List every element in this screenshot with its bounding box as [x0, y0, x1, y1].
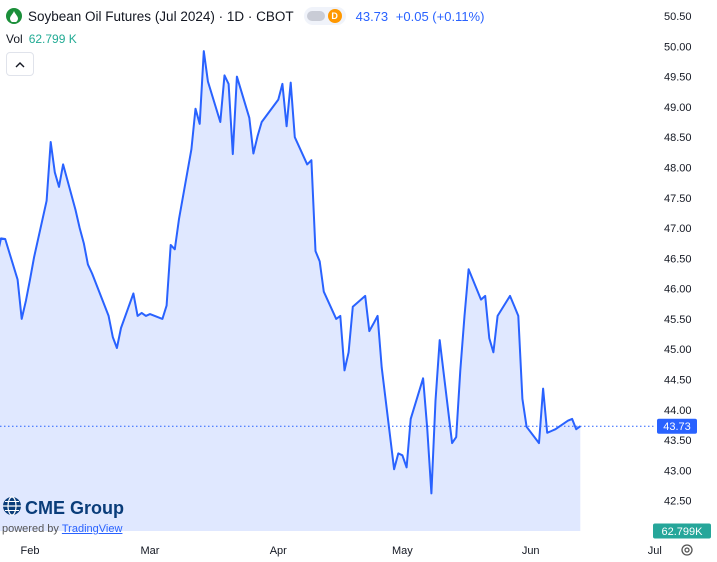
x-tick-label: May: [392, 545, 413, 557]
price-area: [0, 51, 581, 531]
x-tick-label: Feb: [21, 545, 40, 557]
soybean-oil-drop-icon: [6, 8, 22, 24]
cme-brand: CME Group: [25, 498, 124, 518]
y-tick-label: 47.50: [664, 193, 692, 205]
y-tick-label: 44.00: [664, 405, 692, 417]
x-tick-label: Apr: [270, 545, 287, 557]
x-axis: Feb Mar Apr May Jun Jul: [21, 545, 662, 557]
last-price-quote: 43.73 +0.05 (+0.11%): [356, 9, 485, 24]
y-tick-label: 49.50: [664, 72, 692, 84]
y-tick-label: 46.50: [664, 253, 692, 265]
market-status-indicator: [306, 11, 325, 21]
x-tick-label: Mar: [141, 545, 160, 557]
powered-by-label: powered by: [2, 523, 59, 535]
y-tick-label: 49.00: [664, 102, 692, 114]
last-price-label-text: 43.73: [663, 421, 691, 433]
x-tick-label: Jul: [648, 545, 662, 557]
last-price-value: 43.73: [355, 8, 389, 24]
y-tick-label: 43.00: [664, 465, 692, 477]
y-tick-label: 48.50: [664, 132, 692, 144]
last-price-label: 43.73: [657, 418, 697, 434]
last-price-label-bg: [657, 418, 697, 434]
y-tick-label: 47.00: [664, 223, 692, 235]
volume-legend-value: 62.799 K: [28, 32, 77, 46]
tradingview-link[interactable]: TradingView: [61, 523, 123, 535]
symbol-title[interactable]: Soybean Oil Futures (Jul 2024) · 1D · CB…: [28, 8, 294, 24]
y-tick-label: 43.50: [664, 435, 692, 447]
y-axis: 50.50 50.00 49.50 49.00 48.50 48.00 47.50 47.00…: [664, 11, 692, 538]
volume-legend: Vol 62.799 K: [6, 32, 77, 46]
price-line: [0, 50, 581, 495]
y-tick-label: 45.00: [664, 344, 692, 356]
y-tick-label: 48.00: [664, 162, 692, 174]
chart-header: Soybean Oil Futures (Jul 2024) · 1D · CB…: [6, 6, 484, 26]
y-tick-label: 50.50: [664, 11, 692, 23]
y-tick-label: 42.50: [664, 496, 692, 508]
cme-tradingview-logo[interactable]: CME Group powered by TradingView: [2, 496, 124, 535]
chevron-up-icon: [15, 55, 25, 73]
cme-globe-icon: [2, 496, 22, 521]
volume-label-text: 62.799K: [662, 526, 704, 538]
volume-label: 62.799K: [653, 523, 711, 539]
market-status-pill[interactable]: D: [303, 7, 346, 25]
settings-gear-icon[interactable]: [680, 543, 694, 557]
delayed-data-badge: D: [327, 9, 342, 23]
volume-legend-label: Vol: [6, 32, 23, 46]
price-change-value: +0.05 (+0.11%): [395, 8, 485, 24]
y-tick-label: 46.00: [664, 284, 692, 296]
collapse-legend-button[interactable]: [6, 52, 34, 76]
y-tick-label: 45.50: [664, 314, 692, 326]
y-tick-label: 50.00: [664, 41, 692, 53]
y-tick-label: 44.50: [664, 375, 692, 387]
volume-label-bg: [653, 523, 711, 539]
x-tick-label: Jun: [522, 545, 540, 557]
